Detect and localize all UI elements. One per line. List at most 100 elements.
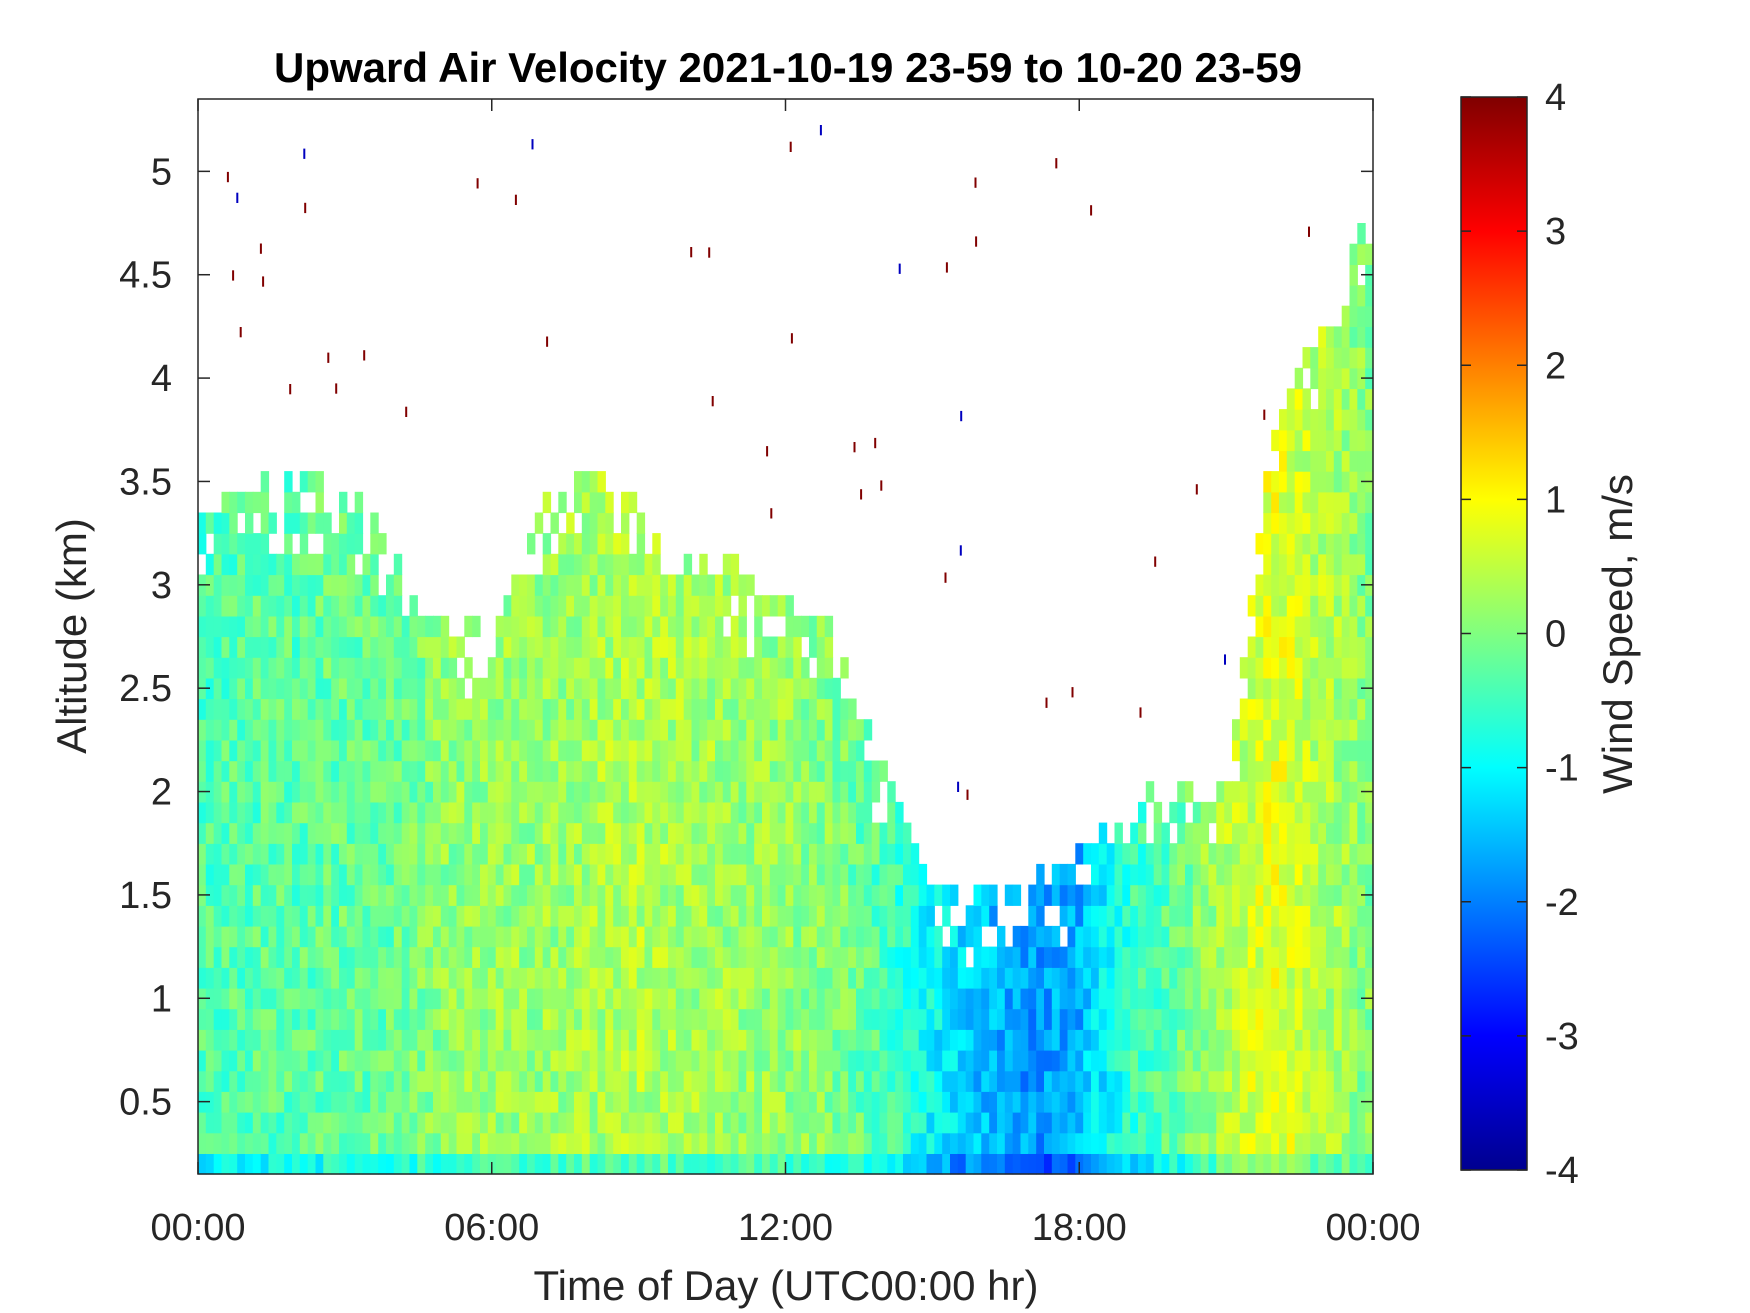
heatmap-cell <box>205 967 215 989</box>
heatmap-cell <box>691 967 700 989</box>
heatmap-cell <box>1020 1153 1029 1175</box>
heatmap-cell <box>840 905 849 927</box>
heatmap-cell <box>1232 1112 1241 1134</box>
heatmap-cell <box>245 1091 254 1113</box>
heatmap-cell <box>1310 636 1319 658</box>
heatmap-cell <box>1310 615 1319 638</box>
heatmap-cell <box>730 677 740 700</box>
heatmap-cell <box>205 822 215 844</box>
heatmap-cell <box>409 863 418 886</box>
heatmap-cell <box>754 987 763 1010</box>
heatmap-cell <box>268 636 277 658</box>
heatmap-cell <box>1106 1153 1116 1175</box>
heatmap-cell <box>668 1070 677 1092</box>
heatmap-cell <box>456 1029 465 1051</box>
heatmap-cell <box>221 1050 230 1072</box>
heatmap-cell <box>644 781 653 803</box>
heatmap-cell <box>425 1091 434 1113</box>
heatmap-cell <box>707 1132 716 1154</box>
heatmap-cell <box>707 615 716 638</box>
heatmap-cell <box>574 677 583 700</box>
heatmap-cell <box>401 739 411 762</box>
heatmap-cell <box>1059 905 1069 927</box>
heatmap-cell <box>331 1153 340 1175</box>
heatmap-cell <box>1286 677 1296 700</box>
heatmap-cell <box>480 822 489 844</box>
heatmap-cell <box>636 1153 646 1175</box>
heatmap-cell <box>1271 553 1280 576</box>
heatmap-cell <box>205 595 215 617</box>
heatmap-cell <box>511 719 520 741</box>
heatmap-cell <box>589 925 599 948</box>
outlier-mark <box>708 247 711 258</box>
heatmap-cell <box>605 553 614 576</box>
heatmap-cell <box>198 925 207 948</box>
chart-title: Upward Air Velocity 2021-10-19 23-59 to … <box>274 44 1302 91</box>
heatmap-cell <box>487 801 497 824</box>
heatmap-cell <box>1177 1091 1186 1113</box>
heatmap-cell <box>1083 1050 1092 1072</box>
heatmap-cell <box>863 1050 873 1072</box>
heatmap-cell <box>1263 595 1272 617</box>
heatmap-cell <box>534 946 544 968</box>
heatmap-cell <box>229 760 238 782</box>
heatmap-cell <box>730 1070 740 1092</box>
heatmap-cell <box>401 1153 411 1175</box>
heatmap-cell <box>229 1153 238 1175</box>
heatmap-cell <box>597 1132 606 1154</box>
heatmap-cell <box>401 1112 411 1134</box>
heatmap-cell <box>613 553 622 576</box>
heatmap-cell <box>675 863 685 886</box>
heatmap-cell <box>1185 1132 1194 1154</box>
heatmap-cell <box>284 946 293 968</box>
heatmap-cell <box>362 739 371 762</box>
heatmap-cell <box>542 657 552 679</box>
heatmap-cell <box>480 863 489 886</box>
heatmap-cell <box>597 739 606 762</box>
heatmap-cell <box>730 801 740 824</box>
heatmap-cell <box>221 884 230 906</box>
heatmap-cell <box>339 1029 348 1051</box>
heatmap-cell <box>934 946 943 968</box>
heatmap-cell <box>613 1008 622 1030</box>
heatmap-cell <box>433 1132 442 1154</box>
heatmap-cell <box>691 946 700 968</box>
heatmap-cell <box>942 1091 951 1113</box>
heatmap-cell <box>354 863 364 886</box>
heatmap-cell <box>652 967 661 989</box>
heatmap-cell <box>487 739 497 762</box>
heatmap-cell <box>323 512 332 534</box>
heatmap-cell <box>1357 223 1366 245</box>
heatmap-cell <box>926 946 935 968</box>
heatmap-cell <box>785 615 794 638</box>
heatmap-cell <box>260 1112 270 1134</box>
heatmap-cell <box>918 946 928 968</box>
heatmap-cell <box>762 987 771 1010</box>
heatmap-cell <box>409 698 418 720</box>
heatmap-cell <box>754 801 763 824</box>
heatmap-cell <box>1279 719 1288 741</box>
heatmap-cell <box>621 615 630 638</box>
heatmap-cell <box>699 1153 708 1175</box>
heatmap-cell <box>879 1091 888 1113</box>
heatmap-cell <box>738 1029 747 1051</box>
heatmap-cell <box>903 822 912 844</box>
heatmap-cell <box>957 1132 967 1154</box>
heatmap-cell <box>315 595 324 617</box>
heatmap-cell <box>1310 1112 1319 1134</box>
x-tick-label: 18:00 <box>1032 1207 1127 1249</box>
heatmap-cell <box>848 925 857 948</box>
heatmap-cell <box>1153 801 1163 824</box>
heatmap-cell <box>848 843 857 865</box>
heatmap-cell <box>307 615 317 638</box>
heatmap-cell <box>558 884 567 906</box>
heatmap-cell <box>722 1029 732 1051</box>
heatmap-cell <box>456 1132 465 1154</box>
heatmap-cell <box>675 822 685 844</box>
heatmap-cell <box>785 843 794 865</box>
heatmap-cell <box>597 843 606 865</box>
heatmap-cell <box>1318 409 1327 431</box>
heatmap-cell <box>425 925 434 948</box>
heatmap-cell <box>675 967 685 989</box>
heatmap-cell <box>1333 1070 1343 1092</box>
